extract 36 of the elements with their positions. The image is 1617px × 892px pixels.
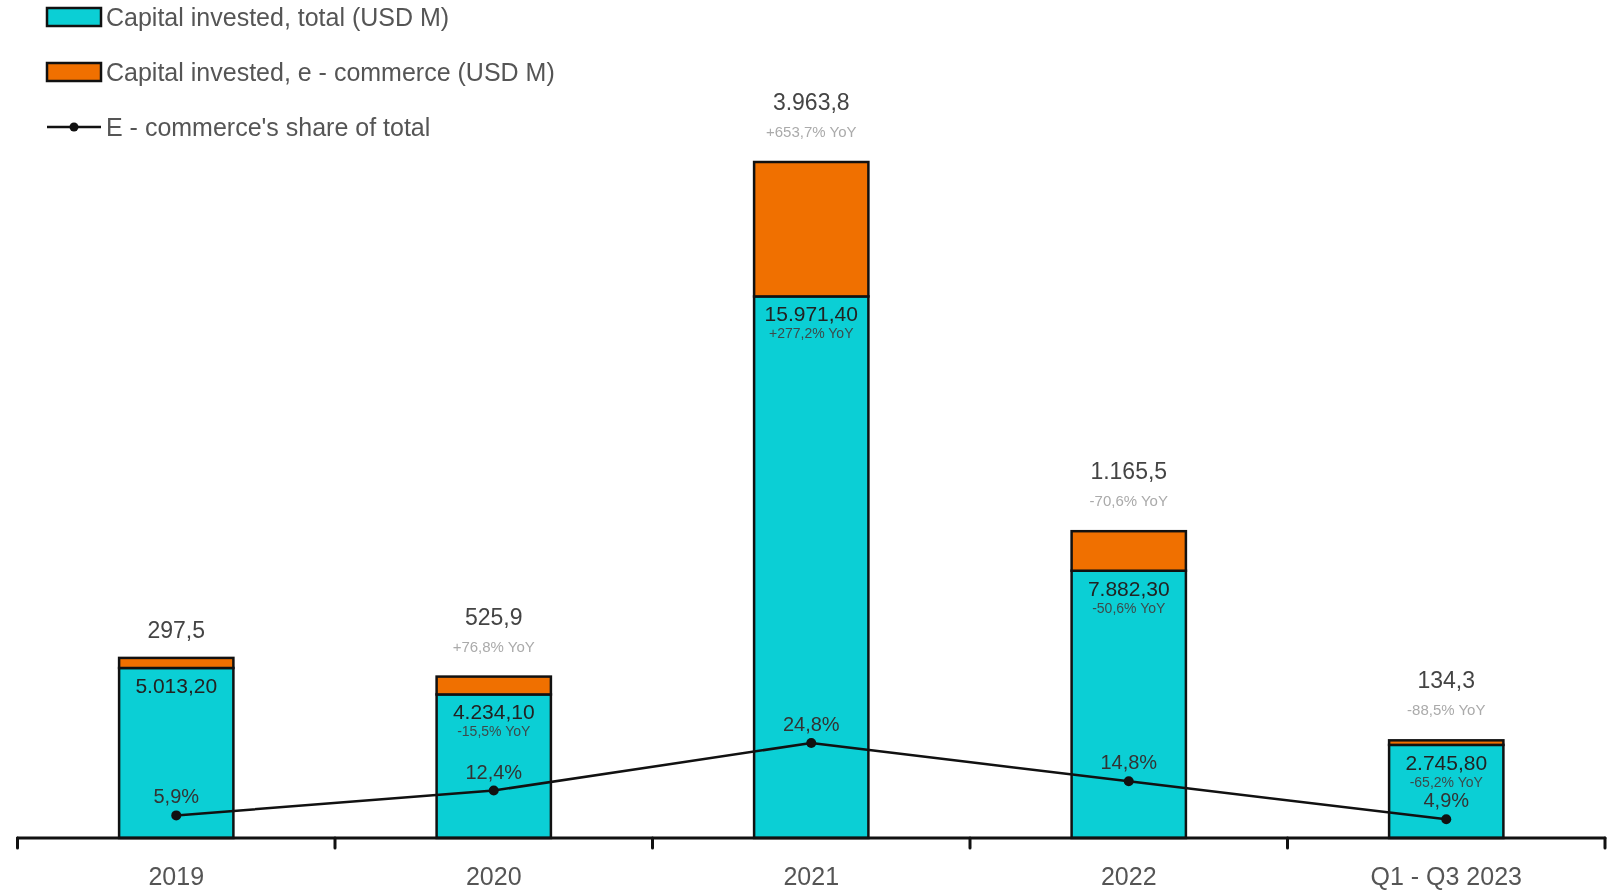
data-label: 4.234,10	[452, 699, 535, 723]
x-tick-label: 2022	[1100, 862, 1157, 890]
data-label: 297,5	[147, 616, 206, 643]
data-label: 1.165,5	[1090, 458, 1168, 485]
point	[1123, 776, 1134, 787]
data-label: 3.963,8	[772, 89, 850, 115]
annotation: +653,7% YoY	[765, 122, 857, 140]
x-tick-label: 2021	[783, 862, 840, 890]
annotation: +76,8% YoY	[452, 637, 535, 655]
data-label: 2.745,80	[1405, 750, 1488, 774]
point	[171, 810, 182, 821]
x-tick-label: 2020	[465, 862, 522, 890]
data-label: 12,4%	[465, 760, 523, 783]
data-label: 15.971,40	[764, 301, 858, 325]
data-label: 525,9	[464, 603, 523, 630]
legend-label: E - commerce's share of total	[106, 113, 431, 141]
data-label: 7.882,30	[1087, 576, 1170, 600]
legend-label: Capital invested, e - commerce (USD M)	[106, 58, 555, 86]
x-tick-label: 2019	[148, 862, 205, 890]
annotation: -88,5% YoY	[1407, 700, 1486, 718]
point	[488, 785, 499, 796]
data-label: 14,8%	[1100, 751, 1158, 774]
annotation: -70,6% YoY	[1089, 491, 1168, 509]
annotation: -15,5% YoY	[457, 723, 531, 740]
data-label: 24,8%	[782, 713, 840, 735]
data-label: 4,9%	[1423, 789, 1470, 812]
annotation: -50,6% YoY	[1092, 599, 1166, 616]
data-label: 5,9%	[153, 785, 200, 808]
data-label: 5.013,20	[135, 673, 218, 697]
point	[1441, 814, 1452, 825]
point	[806, 738, 817, 748]
annotation: +277,2% YoY	[769, 325, 855, 342]
data-label: 134,3	[1417, 667, 1476, 694]
annotation: -65,2% YoY	[1409, 773, 1484, 790]
x-tick-label: Q1 - Q3 2023	[1370, 862, 1522, 890]
legend-label: Capital invested, total (USD M)	[106, 3, 450, 31]
